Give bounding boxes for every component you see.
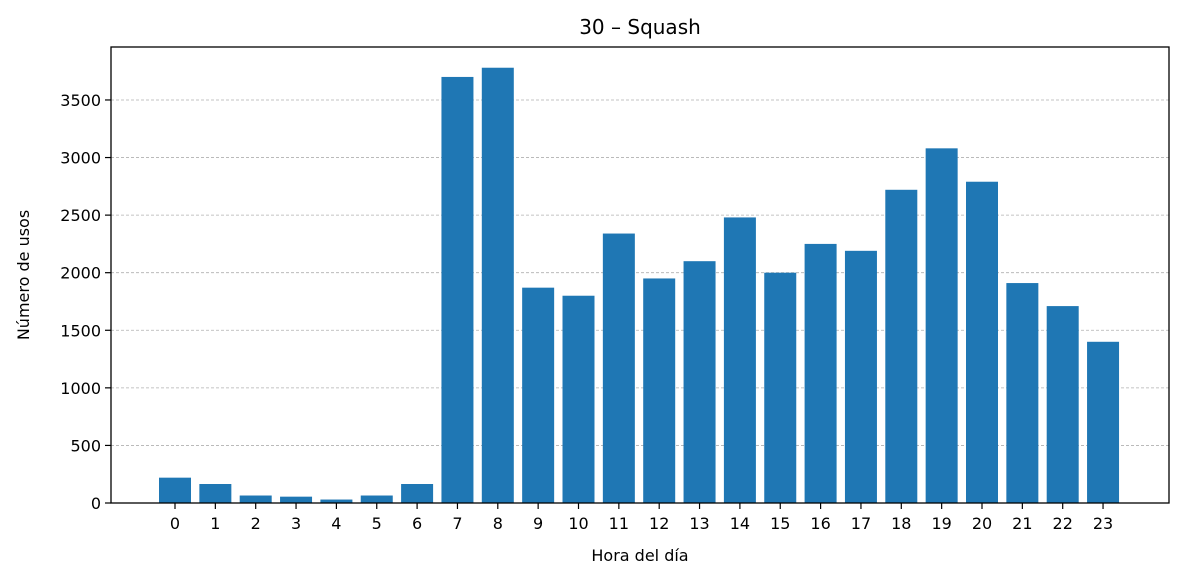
- x-tick-label: 20: [972, 514, 992, 533]
- bar-hour-4: [320, 499, 353, 503]
- x-tick-label: 10: [568, 514, 588, 533]
- bar-hour-7: [441, 76, 474, 503]
- x-tick-label: 18: [891, 514, 911, 533]
- x-tick-label: 0: [170, 514, 180, 533]
- bar-hour-2: [239, 495, 272, 503]
- x-tick-label: 5: [372, 514, 382, 533]
- x-tick-label: 9: [533, 514, 543, 533]
- bar-hour-13: [683, 261, 716, 503]
- bar-hour-9: [522, 287, 555, 503]
- y-axis: 0 500 1000 1500 2000 2500 3000 3500: [60, 91, 111, 513]
- x-tick-label: 22: [1053, 514, 1073, 533]
- x-axis-title: Hora del día: [591, 546, 688, 565]
- x-tick-label: 12: [649, 514, 669, 533]
- x-axis: 0 1 2 3 4 5 6 7 8 9 10 11 12 13 14 15 16 17 18 19 20 21 22 23: [170, 503, 1113, 533]
- y-tick-label: 500: [70, 436, 101, 455]
- x-tick-label: 23: [1093, 514, 1113, 533]
- x-tick-label: 16: [810, 514, 830, 533]
- x-tick-label: 7: [452, 514, 462, 533]
- x-tick-label: 15: [770, 514, 790, 533]
- bar-hour-14: [723, 217, 756, 503]
- bar-hour-12: [643, 278, 676, 503]
- y-axis-title: Número de usos: [14, 210, 33, 340]
- y-tick-label: 2000: [60, 264, 101, 283]
- chart-title: 30 – Squash: [579, 15, 701, 39]
- x-tick-label: 21: [1012, 514, 1032, 533]
- x-tick-label: 19: [931, 514, 951, 533]
- bar-hour-3: [280, 496, 313, 503]
- bar-hour-22: [1046, 306, 1079, 503]
- bar-hour-11: [602, 233, 635, 503]
- bar-hour-17: [844, 250, 877, 503]
- x-tick-label: 1: [210, 514, 220, 533]
- x-tick-label: 3: [291, 514, 301, 533]
- bar-hour-5: [360, 495, 393, 503]
- bar-hour-18: [885, 189, 918, 503]
- bar-hour-1: [199, 484, 232, 503]
- x-tick-label: 11: [609, 514, 629, 533]
- y-tick-label: 1000: [60, 379, 101, 398]
- y-tick-label: 0: [91, 494, 101, 513]
- x-tick-label: 2: [251, 514, 261, 533]
- bar-hour-0: [159, 477, 191, 503]
- bar-hour-19: [925, 148, 958, 504]
- bar-hour-10: [562, 295, 595, 503]
- y-tick-label: 1500: [60, 321, 101, 340]
- bar-hour-15: [764, 272, 797, 503]
- bar-hour-23: [1087, 341, 1120, 503]
- bars: [159, 67, 1120, 504]
- x-tick-label: 17: [851, 514, 871, 533]
- bar-hour-6: [401, 484, 434, 503]
- y-tick-label: 3500: [60, 91, 101, 110]
- x-tick-label: 14: [730, 514, 750, 533]
- y-tick-label: 2500: [60, 206, 101, 225]
- x-tick-label: 6: [412, 514, 422, 533]
- bar-hour-16: [804, 243, 837, 503]
- bar-hour-20: [966, 181, 998, 503]
- bar-hour-8: [481, 67, 514, 504]
- y-tick-label: 3000: [60, 149, 101, 168]
- x-tick-label: 4: [331, 514, 341, 533]
- x-tick-label: 8: [493, 514, 503, 533]
- bar-hour-21: [1006, 283, 1039, 503]
- plot-frame: [110, 46, 1170, 504]
- x-tick-label: 13: [689, 514, 709, 533]
